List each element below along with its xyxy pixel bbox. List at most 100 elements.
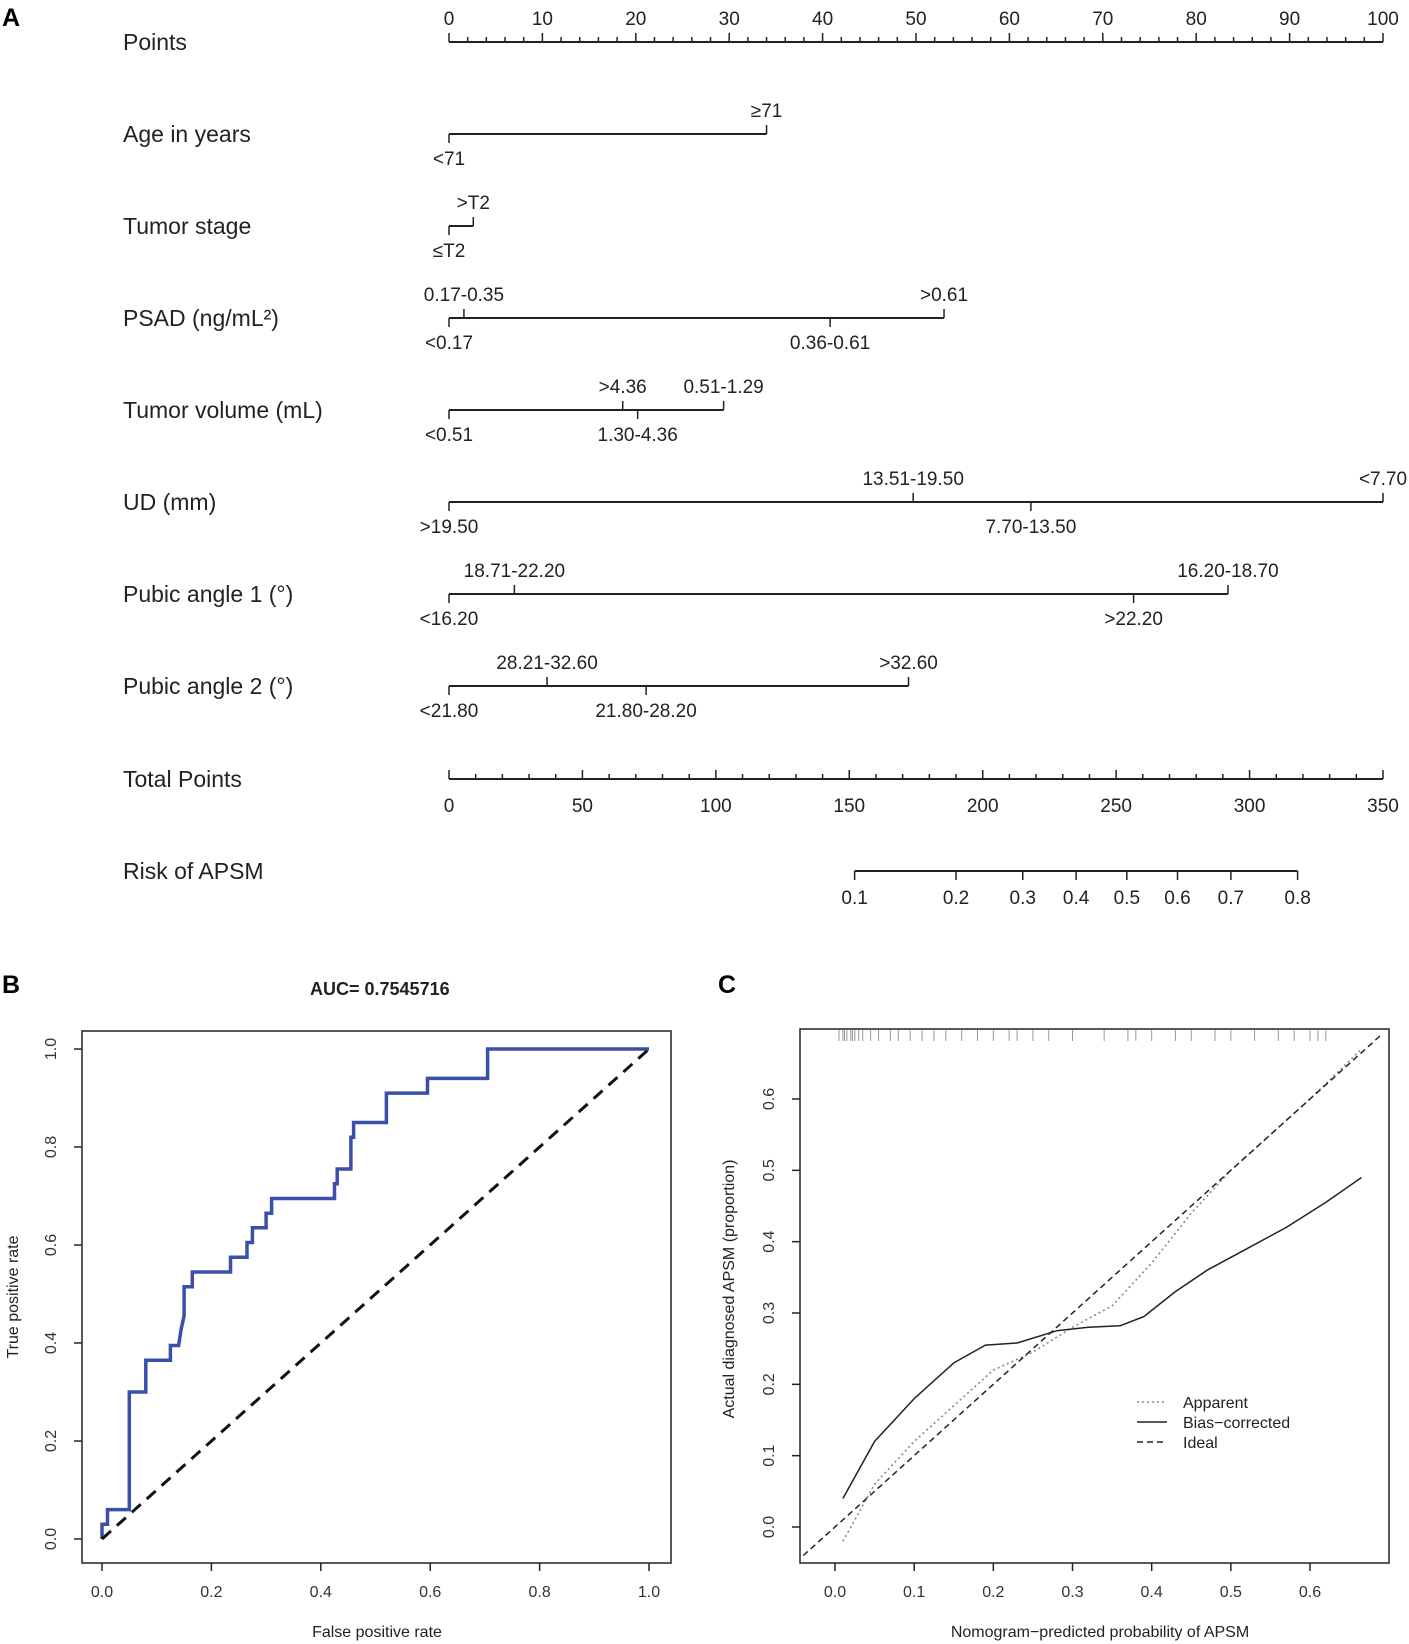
roc-reference-line: [100, 1047, 651, 1541]
legend-label: Ideal: [1183, 1435, 1218, 1452]
category-label: ≤T2: [433, 241, 466, 262]
roc-auc-title: AUC= 0.7545716: [310, 979, 450, 999]
calibration-x-tick-label: 0.4: [1141, 1584, 1163, 1601]
roc-y-axis-label: True positive rate: [5, 1235, 22, 1358]
category-label: 7.70-13.50: [985, 517, 1076, 538]
calibration-bias-corrected-line: [842, 1176, 1362, 1499]
variable-label: Tumor stage: [123, 213, 251, 239]
category-label: <0.17: [425, 333, 473, 354]
category-label: <16.20: [420, 609, 479, 630]
calibration-y-tick-label: 0.2: [761, 1373, 778, 1395]
category-label: 18.71-22.20: [464, 561, 565, 582]
category-label: >19.50: [420, 517, 479, 538]
roc-y-tick-label: 0.4: [43, 1332, 60, 1354]
panel-letter-b: B: [2, 971, 20, 999]
calibration-y-tick-label: 0.6: [761, 1088, 778, 1110]
nomogram-panel: Points 0 10 20 30 40 50 60 70 80 90 100 Age in years…: [123, 9, 1407, 909]
calibration-ideal-line: [802, 1034, 1382, 1557]
roc-y-tick-label: 1.0: [43, 1038, 60, 1060]
category-label: <0.51: [425, 425, 473, 446]
variable-label: PSAD (ng/mL²): [123, 305, 279, 331]
roc-x-tick-label: 1.0: [638, 1584, 660, 1601]
points-tick-label: 20: [625, 9, 646, 30]
category-label: >32.60: [879, 653, 938, 674]
total-points-tick-label: 100: [700, 796, 732, 817]
category-label: <7.70: [1359, 469, 1407, 490]
category-label: >4.36: [599, 377, 647, 398]
roc-y-tick-label: 0.8: [43, 1136, 60, 1158]
points-tick-label: 40: [812, 9, 833, 30]
risk-tick-label: 0.3: [1010, 888, 1036, 909]
total-points-label: Total Points: [123, 766, 242, 792]
points-tick-label: 60: [999, 9, 1020, 30]
variable-label: Pubic angle 2 (°): [123, 673, 293, 699]
risk-tick-label: 0.1: [841, 888, 867, 909]
calibration-x-tick-label: 0.2: [982, 1584, 1004, 1601]
category-label: ≥71: [751, 101, 783, 122]
total-points-tick-label: 250: [1100, 796, 1132, 817]
category-label: >T2: [457, 193, 490, 214]
points-tick-label: 90: [1279, 9, 1300, 30]
calibration-x-tick-label: 0.1: [903, 1584, 925, 1601]
calibration-x-tick-label: 0.3: [1061, 1584, 1083, 1601]
risk-tick-label: 0.6: [1164, 888, 1190, 909]
category-label: 0.17-0.35: [424, 285, 504, 306]
roc-x-tick-label: 0.8: [528, 1584, 550, 1601]
calibration-panel: 0.0 0.1 0.2 0.3 0.4 0.5 0.6 0.0 0.1 0.2 0.3 0.4 0.5 0…: [721, 1028, 1390, 1641]
category-label: 21.80-28.20: [595, 701, 696, 722]
calibration-x-tick-label: 0.0: [824, 1584, 846, 1601]
category-label: 0.51-1.29: [683, 377, 763, 398]
calibration-y-tick-label: 0.1: [761, 1444, 778, 1466]
legend-label: Bias−corrected: [1183, 1415, 1290, 1432]
points-tick-label: 70: [1092, 9, 1113, 30]
roc-y-tick-label: 0.2: [43, 1430, 60, 1452]
calibration-apparent-line: [842, 1048, 1363, 1542]
points-tick-label: 30: [719, 9, 740, 30]
calibration-x-axis-label: Nomogram−predicted probability of APSM: [951, 1624, 1249, 1641]
roc-x-axis-label: False positive rate: [312, 1624, 442, 1641]
risk-axis-label: Risk of APSM: [123, 858, 264, 884]
total-points-tick-label: 300: [1234, 796, 1266, 817]
category-label: 28.21-32.60: [496, 653, 597, 674]
roc-plot-frame: [81, 1030, 672, 1564]
variable-label: Age in years: [123, 121, 251, 147]
total-points-tick-label: 200: [967, 796, 999, 817]
roc-curve-line: [100, 1047, 649, 1539]
calibration-y-tick-label: 0.5: [761, 1159, 778, 1181]
roc-x-tick-label: 0.6: [419, 1584, 441, 1601]
points-tick-label: 10: [532, 9, 553, 30]
points-axis-label: Points: [123, 29, 187, 55]
total-points-tick-label: 50: [572, 796, 593, 817]
variable-label: UD (mm): [123, 489, 216, 515]
calibration-y-tick-label: 0.3: [761, 1302, 778, 1324]
risk-tick-label: 0.2: [943, 888, 969, 909]
calibration-plot-frame: [799, 1028, 1390, 1564]
total-points-tick-label: 150: [833, 796, 865, 817]
calibration-y-tick-label: 0.0: [761, 1516, 778, 1538]
roc-y-tick-label: 0.6: [43, 1234, 60, 1256]
roc-y-tick-label: 0.0: [43, 1528, 60, 1550]
category-label: 16.20-18.70: [1177, 561, 1278, 582]
category-label: <21.80: [420, 701, 479, 722]
category-label: 13.51-19.50: [862, 469, 963, 490]
points-tick-label: 80: [1186, 9, 1207, 30]
calibration-y-axis-label: Actual diagnosed APSM (proportion): [721, 1160, 738, 1419]
category-label: 0.36-0.61: [790, 333, 870, 354]
category-label: 1.30-4.36: [598, 425, 678, 446]
panel-letter-a: A: [2, 4, 20, 32]
total-points-tick-label: 0: [444, 796, 455, 817]
total-points-tick-label: 350: [1367, 796, 1399, 817]
category-label: >22.20: [1104, 609, 1163, 630]
risk-tick-label: 0.7: [1218, 888, 1244, 909]
roc-x-tick-label: 0.2: [200, 1584, 222, 1601]
roc-x-tick-label: 0.4: [310, 1584, 332, 1601]
calibration-x-tick-label: 0.6: [1299, 1584, 1321, 1601]
calibration-x-tick-label: 0.5: [1220, 1584, 1242, 1601]
risk-tick-label: 0.8: [1284, 888, 1310, 909]
panel-letter-c: C: [718, 971, 736, 999]
legend-label: Apparent: [1183, 1395, 1248, 1412]
risk-tick-label: 0.5: [1114, 888, 1140, 909]
variable-label: Pubic angle 1 (°): [123, 581, 293, 607]
points-tick-label: 50: [905, 9, 926, 30]
